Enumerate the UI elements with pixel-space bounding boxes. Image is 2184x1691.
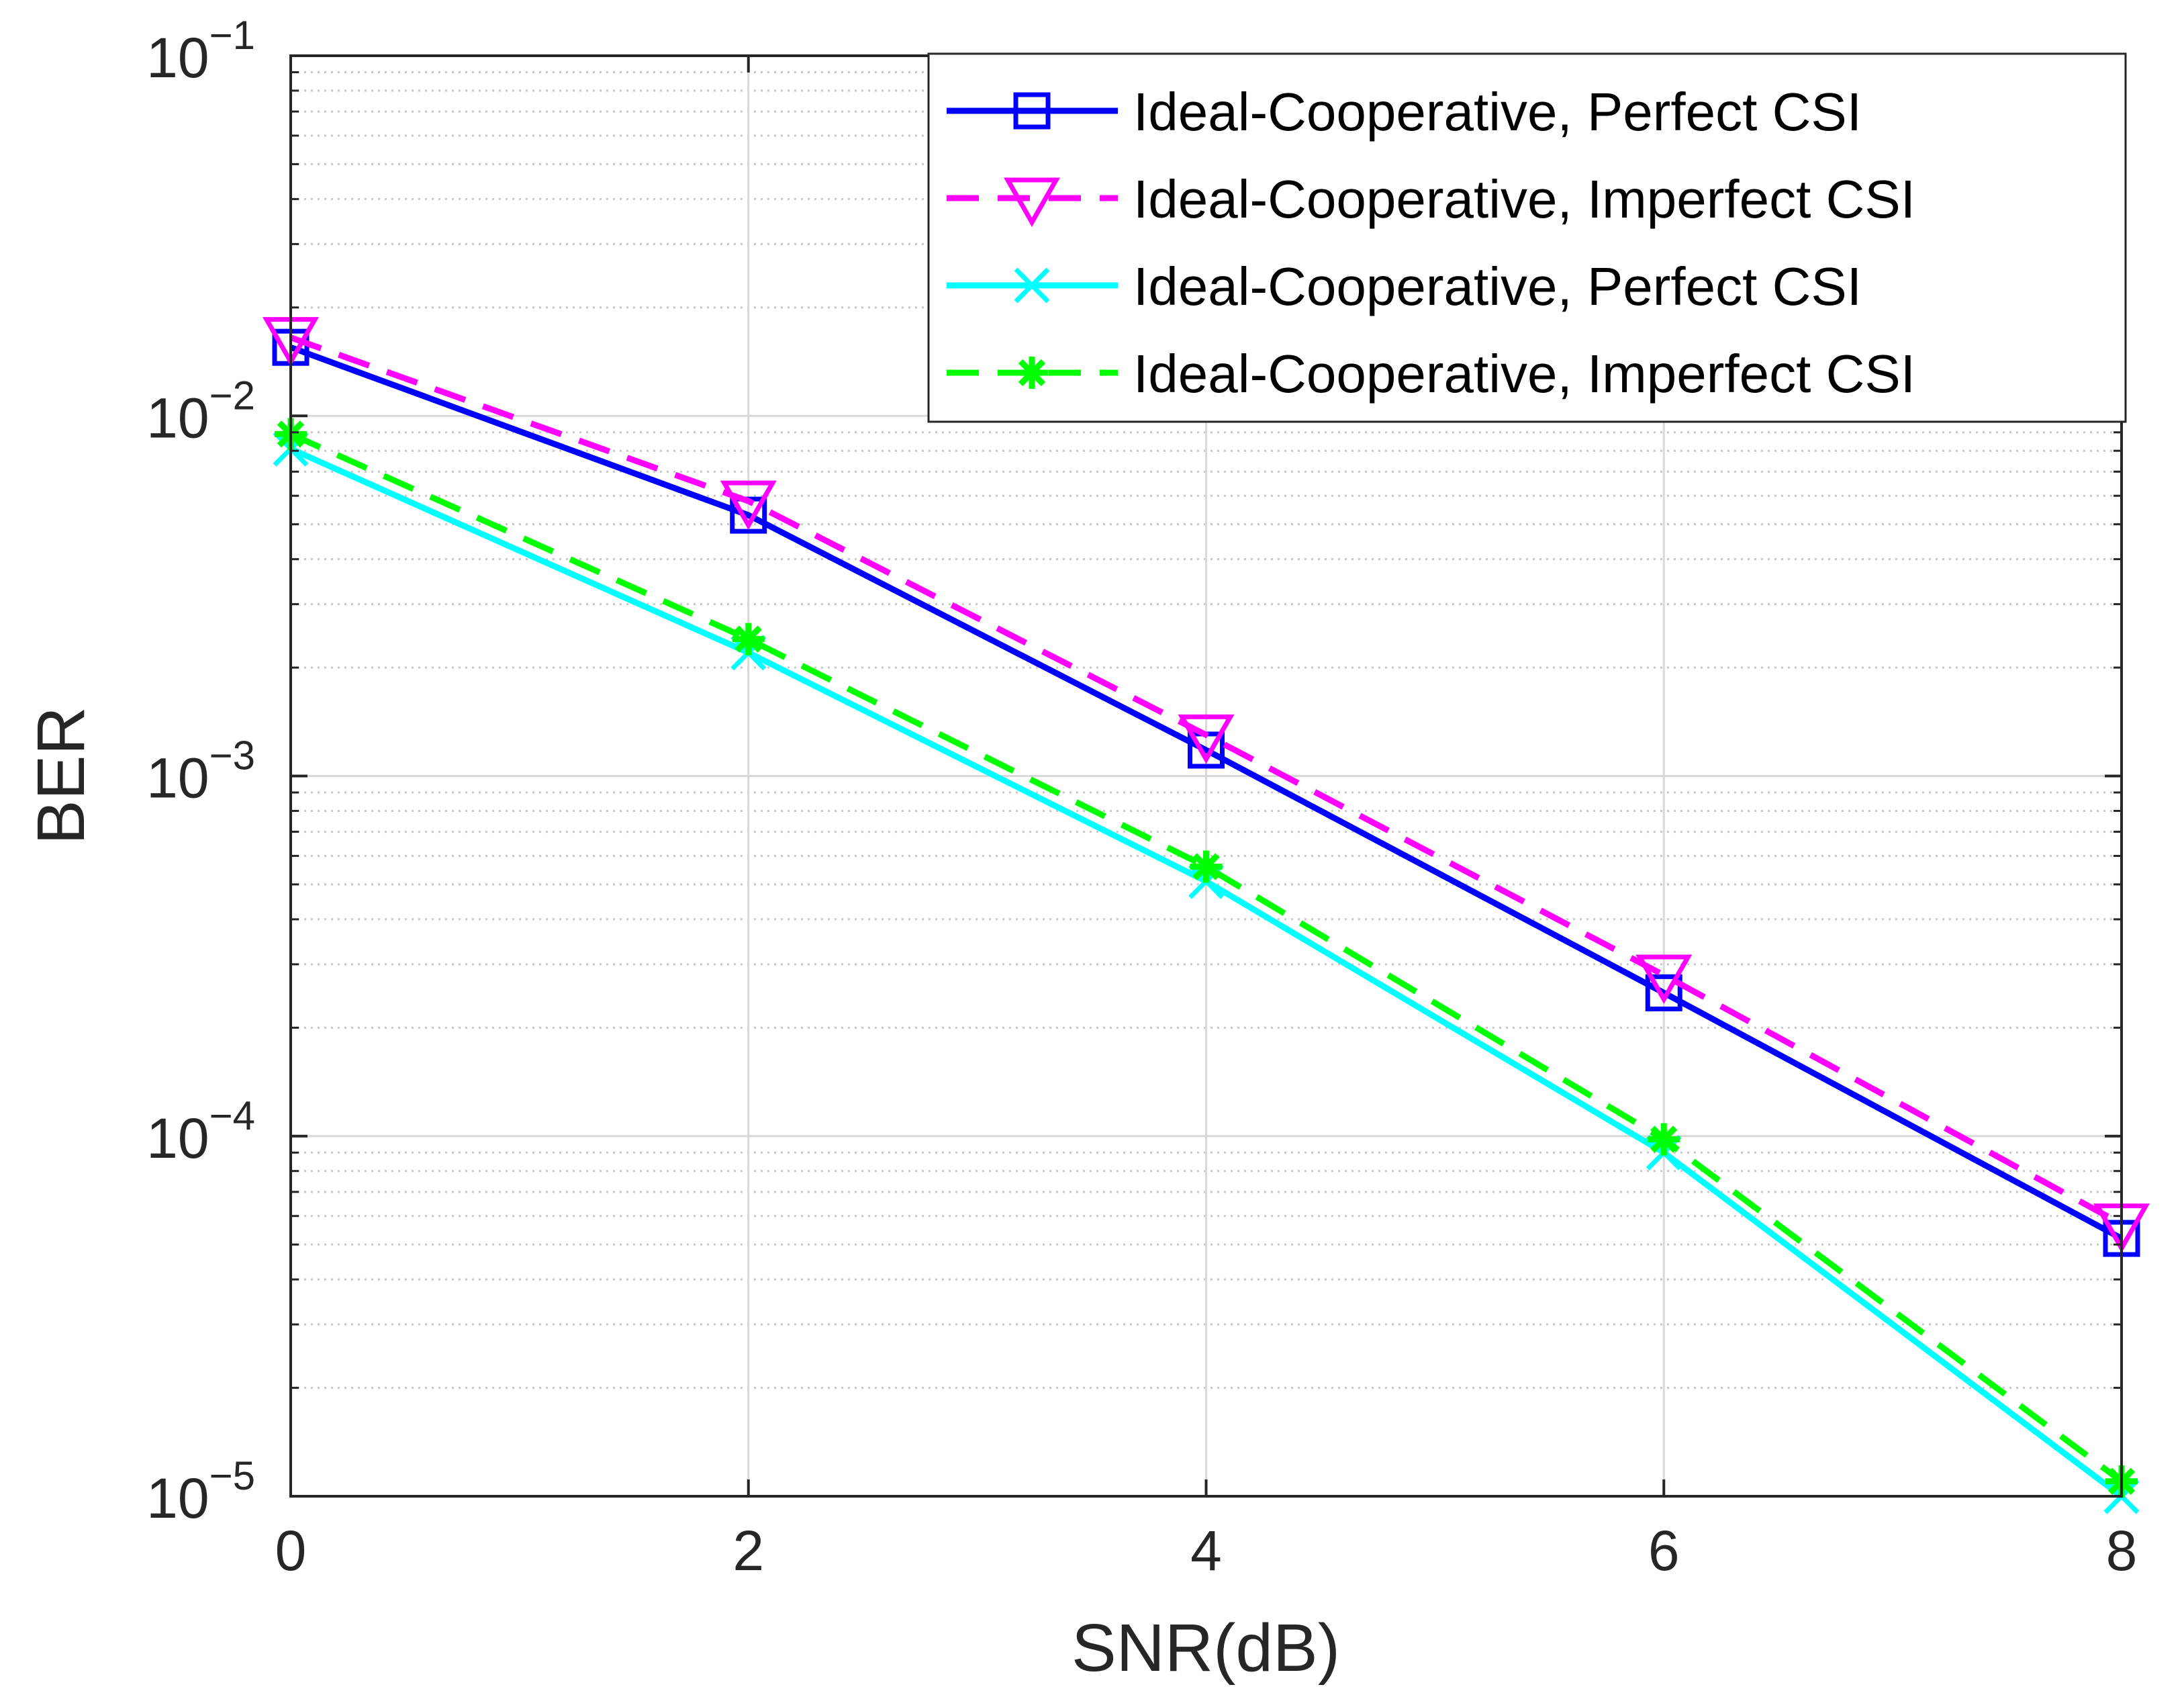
y-tick-label: 10−1	[146, 13, 255, 89]
data-point-x	[1014, 267, 1050, 304]
data-point-asterisk-stroke	[1018, 359, 1046, 387]
data-point-square	[1645, 974, 1682, 1011]
y-tick-label: 10−2	[146, 373, 255, 449]
data-point-asterisk	[1190, 850, 1223, 883]
legend: Ideal-Cooperative, Perfect CSI Ideal-Coop…	[927, 52, 2127, 423]
data-point-asterisk-stroke	[734, 625, 762, 653]
series-line-1	[289, 344, 2124, 1242]
legend-label: Ideal-Cooperative, Perfect CSI	[1133, 257, 1862, 316]
series-line-4	[289, 431, 2124, 1484]
series-line-2	[289, 334, 2124, 1227]
data-point-triangle	[1003, 177, 1061, 228]
data-point-asterisk-stroke	[1650, 1126, 1678, 1153]
legend-box	[927, 52, 2127, 423]
data-point-asterisk	[1016, 357, 1048, 389]
legend-label: Ideal-Cooperative, Imperfect CSI	[1133, 344, 1915, 404]
x-axis-title: SNR(dB)	[1072, 1610, 1340, 1686]
y-tick-label: 10−5	[146, 1453, 255, 1530]
x-tick-label: 2	[732, 1519, 764, 1582]
legend-item-2: Ideal-Cooperative, Imperfect CSI	[947, 169, 1915, 229]
data-point-square	[1013, 92, 1051, 130]
axis-ticks	[289, 54, 2123, 1498]
y-axis-title: BER	[23, 706, 99, 845]
data-point-x-stroke	[1014, 267, 1050, 304]
legend-label: Ideal-Cooperative, Imperfect CSI	[1133, 169, 1915, 229]
data-point-asterisk	[732, 623, 765, 655]
legend-item-1: Ideal-Cooperative, Perfect CSI	[947, 82, 1862, 142]
legend-item-3: Ideal-Cooperative, Perfect CSI	[947, 257, 1862, 316]
legend-item-4: Ideal-Cooperative, Imperfect CSI	[947, 344, 1915, 404]
y-tick-labels: 10−5 10−4 10−3 10−2 10−1	[146, 13, 255, 1530]
y-tick-label: 10−3	[146, 733, 255, 810]
x-tick-label: 8	[2106, 1519, 2138, 1582]
x-tick-label: 6	[1648, 1519, 1680, 1582]
data-point-asterisk-stroke	[1192, 853, 1220, 880]
x-tick-labels: 0 2 4 6 8	[275, 1519, 2138, 1582]
x-tick-label: 0	[275, 1519, 307, 1582]
data-point-triangle	[1178, 714, 1235, 764]
x-tick-label: 4	[1190, 1519, 1222, 1582]
series-1	[272, 328, 2140, 1257]
data-point-asterisk	[1648, 1123, 1680, 1156]
data-point-triangle	[720, 480, 777, 531]
y-tick-label: 10−4	[146, 1093, 255, 1170]
legend-label: Ideal-Cooperative, Perfect CSI	[1133, 82, 1862, 142]
data-point-triangle	[1635, 954, 1693, 1005]
